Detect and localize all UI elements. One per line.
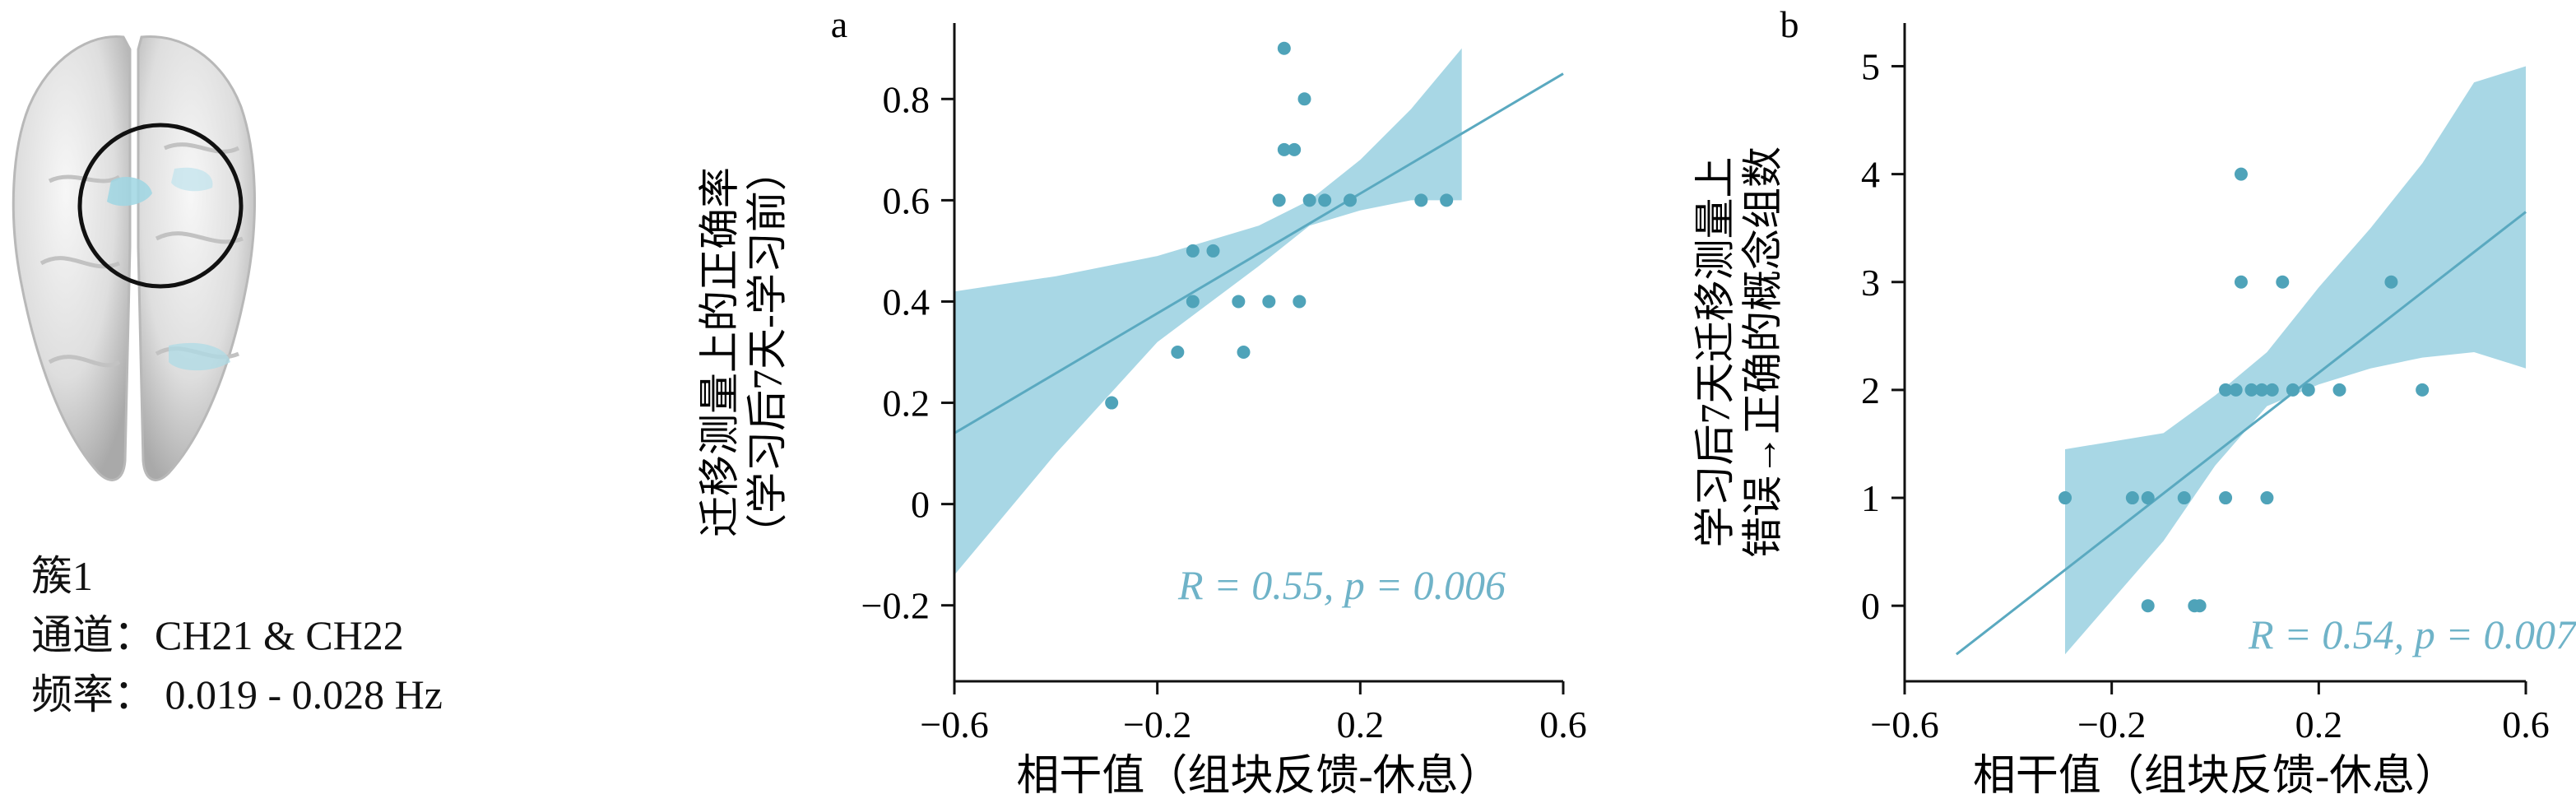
y-tick-label: 0: [911, 484, 930, 526]
data-point: [2244, 383, 2258, 397]
data-point: [2234, 167, 2248, 181]
data-point: [2332, 383, 2346, 397]
data-point: [2193, 599, 2207, 613]
y-tick-label: 0.6: [883, 179, 931, 221]
x-axis-label: 相干值（组块反馈-休息）: [1016, 753, 1501, 800]
data-point: [1277, 142, 1291, 156]
channel-row: 通道：CH21 & CH22: [31, 609, 404, 662]
data-point: [2219, 383, 2233, 397]
data-point: [2260, 491, 2274, 505]
data-point: [1237, 346, 1251, 359]
y-tick-label: 1: [1861, 477, 1880, 519]
data-point: [2234, 275, 2248, 289]
x-tick-label: −0.2: [2077, 704, 2146, 745]
x-axis-label: 相干值（组块反馈-休息）: [1973, 753, 2458, 800]
x-tick-label: −0.6: [1870, 704, 1938, 745]
y-tick-label: 4: [1861, 154, 1880, 196]
y-tick-label: 3: [1861, 262, 1880, 304]
data-point: [2286, 383, 2300, 397]
data-point: [1414, 193, 1428, 207]
stat-annotation: R = 0.55, p = 0.006: [1177, 562, 1506, 608]
y-tick-label: 5: [1861, 45, 1880, 87]
confidence-band: [954, 48, 1462, 575]
activation-region: [169, 342, 230, 371]
data-point: [2265, 383, 2279, 397]
stat-annotation: R = 0.54, p = 0.007: [2248, 611, 2576, 657]
brain-render: [12, 35, 256, 481]
data-point: [1186, 244, 1200, 258]
highlight-circle: [77, 123, 244, 289]
data-point: [2058, 491, 2072, 505]
x-tick-label: 0.2: [2295, 704, 2343, 745]
activation-region: [171, 167, 213, 192]
data-point: [1272, 193, 1286, 207]
data-point: [1297, 92, 1311, 106]
data-point: [1277, 41, 1291, 55]
data-point: [2177, 491, 2191, 505]
data-point: [2229, 383, 2243, 397]
right-hemisphere: [137, 35, 256, 481]
panel-label: a: [831, 3, 847, 45]
data-point: [1105, 396, 1119, 410]
x-tick-label: 0.2: [1337, 704, 1385, 745]
data-point: [1440, 193, 1454, 207]
panel-label: b: [1780, 3, 1799, 45]
data-point: [1344, 193, 1357, 207]
regression-line: [1955, 211, 2527, 656]
channel-value: CH21 & CH22: [155, 612, 404, 658]
data-point: [1206, 244, 1220, 258]
y-tick-label: 2: [1861, 369, 1880, 411]
data-point: [1262, 295, 1276, 309]
confidence-band: [2065, 66, 2526, 655]
data-point: [2301, 383, 2315, 397]
frequency-row: 频率： 0.019 - 0.028 Hz: [31, 668, 443, 721]
x-tick-label: 0.6: [2502, 704, 2550, 745]
data-point: [2255, 383, 2269, 397]
x-tick-label: 0.6: [1539, 704, 1587, 745]
y-tick-label: 0: [1861, 585, 1880, 627]
data-point: [1171, 346, 1185, 359]
cluster-label: 簇1: [31, 553, 93, 599]
y-tick-label: 0.4: [883, 281, 931, 323]
data-point: [1293, 295, 1307, 309]
activation-region: [107, 177, 152, 207]
data-point: [2416, 383, 2430, 397]
y-axis-label: 迁移测量上的正确率: [696, 167, 742, 537]
y-axis-label: 错误→正确的概念组数: [1739, 146, 1785, 558]
data-point: [2125, 491, 2139, 505]
data-point: [1186, 295, 1200, 309]
x-tick-label: −0.6: [920, 704, 988, 745]
y-tick-label: 0.2: [883, 383, 931, 425]
x-tick-label: −0.2: [1123, 704, 1191, 745]
y-axis-label: （学习后7天-学习前）: [744, 150, 790, 555]
y-tick-label: 0.8: [883, 78, 931, 120]
regression-line: [954, 72, 1564, 434]
data-point: [1232, 295, 1246, 309]
y-tick-label: −0.2: [861, 585, 930, 627]
chart-b: b 0 1 2 3 4 5 −0.6 −0.2 0.2 0.6 相干值（组块反馈-休息） 学习后7天迁移…: [1692, 3, 2576, 800]
data-point: [1288, 142, 1302, 156]
data-point: [2219, 491, 2233, 505]
data-point: [2384, 275, 2398, 289]
y-axis-label: 学习后7天迁移测量上: [1692, 157, 1738, 548]
data-point: [2276, 275, 2290, 289]
data-point: [2141, 599, 2155, 613]
frequency-label: 频率：: [31, 671, 155, 717]
data-point: [1318, 193, 1332, 207]
data-point: [1302, 193, 1316, 207]
chart-a: a −0.2 0 0.2 0.4 0.6 0.8 −0.6 −0.2 0.2 0.6 相干值（组块反馈…: [696, 3, 1587, 800]
channel-label: 通道：: [31, 612, 155, 658]
frequency-value: 0.019 - 0.028 Hz: [155, 671, 443, 717]
data-point: [2141, 491, 2155, 505]
